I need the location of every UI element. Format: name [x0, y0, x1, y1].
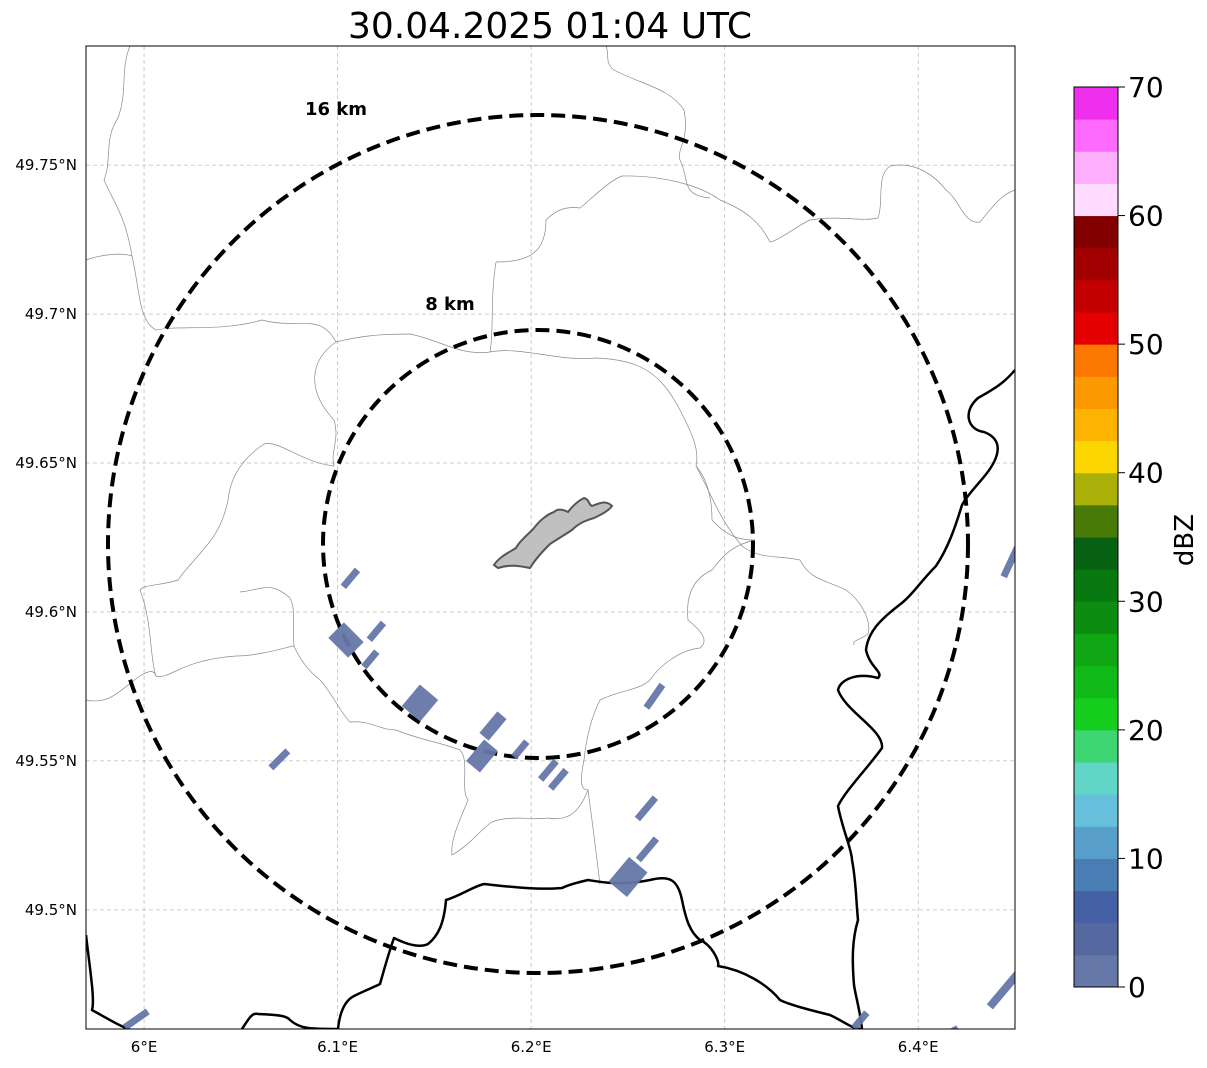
- echo-cell: [401, 684, 439, 722]
- lon-tick-label: 6.4°E: [898, 1038, 939, 1056]
- colorbar-tick-label: 30: [1128, 585, 1164, 618]
- echo-cell: [547, 767, 569, 791]
- colorbar-swatch: [1074, 569, 1118, 602]
- colorbar-swatch: [1074, 119, 1118, 152]
- echo-cell: [537, 758, 559, 782]
- colorbar-swatch: [1074, 183, 1118, 217]
- lat-tick-label: 49.75°N: [15, 156, 77, 174]
- ring-label-8km: 8 km: [425, 294, 475, 315]
- echo-cell: [851, 1010, 870, 1029]
- echo-cell: [479, 711, 507, 741]
- range-rings: [106, 113, 970, 975]
- colorbar-swatch: [1074, 922, 1118, 956]
- colorbar-swatch: [1074, 794, 1118, 827]
- colorbar-ticks: 0 10 20 30 40 50 60 70: [1118, 71, 1164, 1004]
- commune-borders: [86, 46, 1015, 886]
- colorbar: 0 10 20 30 40 50 60 70 dBZ: [1073, 71, 1200, 1004]
- range-ring-8km: [321, 328, 755, 760]
- lat-tick-label: 49.5°N: [25, 901, 77, 919]
- colorbar-frame: [1073, 86, 1119, 988]
- colorbar-swatch: [1074, 633, 1118, 667]
- colorbar-swatch: [1074, 826, 1118, 859]
- echo-cell: [268, 748, 291, 771]
- echo-cell: [366, 620, 387, 642]
- colorbar-tick-label: 40: [1128, 457, 1164, 490]
- range-ring-16km: [106, 113, 970, 975]
- echo-cell: [511, 739, 530, 760]
- echo-cell: [945, 1025, 959, 1029]
- colorbar-tick-label: 60: [1128, 200, 1164, 233]
- echo-cell: [466, 739, 498, 773]
- colorbar-tick-label: 20: [1128, 714, 1164, 747]
- lat-tick-label: 49.7°N: [25, 305, 77, 323]
- colorbar-swatch: [1074, 954, 1118, 988]
- echo-cell: [361, 649, 380, 670]
- colorbar-swatch: [1074, 376, 1118, 409]
- colorbar-swatch: [1074, 215, 1118, 249]
- radar-echoes: [122, 546, 1015, 1029]
- lat-tick-label: 49.55°N: [15, 752, 77, 770]
- colorbar-swatch: [1074, 890, 1118, 924]
- ring-label-16km: 16 km: [305, 99, 367, 120]
- colorbar-swatch: [1074, 344, 1118, 377]
- echo-cell: [643, 682, 666, 710]
- latitude-tick-labels: 49.5°N 49.55°N 49.6°N 49.65°N 49.7°N 49.75°N: [15, 156, 77, 919]
- colorbar-swatch: [1074, 247, 1118, 281]
- map-frame: [85, 45, 1016, 1030]
- city-outline: [492, 496, 614, 570]
- colorbar-swatch: [1074, 858, 1118, 892]
- lon-tick-label: 6.2°E: [511, 1038, 552, 1056]
- colorbar-swatch: [1074, 697, 1118, 731]
- colorbar-swatch: [1074, 537, 1118, 570]
- colorbar-swatch: [1074, 665, 1118, 699]
- echo-cell: [340, 567, 361, 589]
- colorbar-swatch: [1074, 472, 1118, 506]
- colorbar-swatch: [1074, 312, 1118, 345]
- colorbar-swatch: [1074, 151, 1118, 184]
- lon-tick-label: 6°E: [131, 1038, 158, 1056]
- colorbar-swatch: [1074, 279, 1118, 313]
- echo-cell: [634, 795, 659, 822]
- colorbar-tick-label: 50: [1128, 328, 1164, 361]
- echo-cell: [328, 622, 364, 658]
- colorbar-swatch: [1074, 762, 1118, 795]
- echo-cell: [635, 836, 660, 863]
- lat-tick-label: 49.65°N: [15, 454, 77, 472]
- lat-tick-label: 49.6°N: [25, 603, 77, 621]
- colorbar-tick-label: 70: [1128, 71, 1164, 104]
- colorbar-swatches: [1074, 87, 1118, 988]
- colorbar-swatch: [1074, 601, 1118, 634]
- colorbar-swatch: [1074, 408, 1118, 442]
- colorbar-swatch: [1074, 440, 1118, 474]
- colorbar-tick-label: 0: [1128, 971, 1146, 1004]
- lon-tick-label: 6.3°E: [704, 1038, 745, 1056]
- colorbar-label: dBZ: [1170, 514, 1200, 566]
- echo-cell: [986, 970, 1015, 1010]
- colorbar-swatch: [1074, 729, 1118, 763]
- colorbar-swatch: [1074, 87, 1118, 120]
- echo-cell: [608, 857, 648, 897]
- colorbar-tick-label: 10: [1128, 842, 1164, 875]
- lon-tick-label: 6.1°E: [317, 1038, 358, 1056]
- figure-title: 30.04.2025 01:04 UTC: [348, 6, 752, 47]
- echo-cell: [1000, 546, 1015, 579]
- longitude-tick-labels: 6°E 6.1°E 6.2°E 6.3°E 6.4°E: [131, 1038, 939, 1056]
- echo-cell: [122, 1008, 150, 1029]
- map-panel: 16 km 8 km 6°E 6.1°E 6.2°E 6.3°E 6.4°E 49.5°…: [15, 45, 1016, 1056]
- colorbar-swatch: [1074, 504, 1118, 538]
